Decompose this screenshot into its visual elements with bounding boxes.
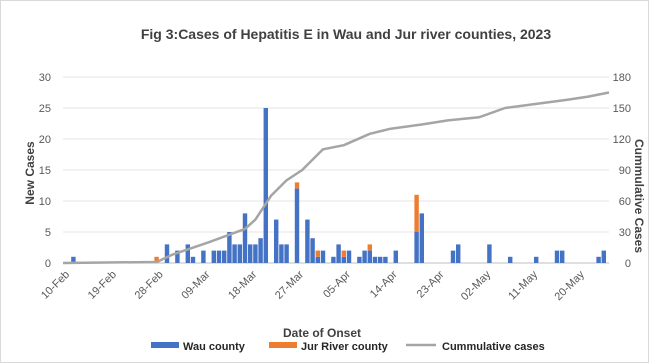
bar-wau — [190, 256, 196, 263]
y-tick-label: 0 — [45, 258, 51, 270]
bar-wau — [227, 232, 232, 263]
bar-wau — [273, 219, 279, 263]
x-axis-ticks: 10-Feb 19-Feb 28-Feb 09-Mar 18-Mar 27-Mar 05-A… — [39, 268, 587, 303]
bar-wau — [164, 244, 170, 263]
bar-jur — [315, 250, 321, 257]
bar-wau — [559, 250, 565, 263]
y-axis-ticks: 0 5 10 15 20 25 30 — [39, 72, 51, 270]
bar-wau — [71, 256, 76, 263]
y2-tick-label: 180 — [613, 72, 631, 84]
x-tick-label: 11-May — [506, 268, 540, 302]
cumulative-line — [62, 91, 610, 265]
y-axis-title: New Cases — [23, 141, 37, 205]
x-tick-label: 02-May — [459, 268, 494, 303]
bar-wau — [310, 238, 315, 263]
y2-axis-ticks: 0 30 60 90 120 150 180 — [613, 72, 631, 270]
bar-wau — [284, 244, 289, 263]
bar-wau — [367, 250, 373, 263]
bar-wau — [414, 232, 419, 263]
bar-wau — [362, 250, 367, 263]
x-tick-label: 14-Apr — [368, 268, 400, 300]
x-tick-label: 09-Mar — [179, 268, 212, 301]
bar-wau — [336, 244, 341, 263]
bar-wau — [377, 256, 383, 263]
x-tick-label: 19-Feb — [86, 269, 119, 302]
x-tick-label: 20-May — [552, 268, 587, 303]
bar-wau — [175, 250, 180, 263]
bar-wau — [601, 250, 607, 263]
bar-wau — [253, 244, 258, 263]
line-series — [62, 91, 610, 265]
y2-tick-label: 0 — [625, 258, 631, 270]
bar-wau — [393, 250, 399, 263]
bar-wau — [201, 250, 206, 263]
bar-jur — [414, 194, 419, 232]
bar-wau — [232, 244, 237, 263]
y2-axis-title: Cummulative Cases — [632, 139, 646, 253]
legend-swatch-wau — [151, 342, 179, 348]
bar-wau — [596, 256, 601, 263]
bar-wau — [211, 250, 217, 263]
x-tick-label: 10-Feb — [39, 269, 72, 302]
bar-wau — [185, 244, 191, 263]
bar-wau — [554, 250, 560, 263]
bar-wau — [383, 256, 388, 263]
bar-wau — [294, 188, 300, 263]
legend-label-cumulative: Cummulative cases — [442, 341, 545, 353]
x-axis-title: Date of Onset — [283, 326, 361, 340]
chart-title: Fig 3:Cases of Hepatitis E in Wau and Ju… — [141, 26, 551, 42]
bar-wau — [263, 108, 269, 263]
y-tick-label: 15 — [39, 165, 51, 177]
y-tick-label: 20 — [39, 134, 51, 146]
bar-jur — [367, 244, 373, 251]
bar-jur — [294, 182, 300, 189]
bar-wau — [315, 256, 321, 263]
y-tick-label: 30 — [39, 72, 51, 84]
y2-tick-label: 60 — [619, 196, 631, 208]
legend: Wau county Jur River county Cummulative … — [151, 341, 545, 353]
x-tick-label: 27-Mar — [273, 268, 306, 301]
bar-wau — [450, 250, 456, 263]
y-tick-label: 5 — [45, 227, 51, 239]
bar-wau — [331, 256, 336, 263]
y2-tick-label: 30 — [619, 227, 631, 239]
bar-wau — [487, 244, 492, 263]
x-tick-label: 28-Feb — [133, 269, 166, 302]
legend-swatch-jur — [269, 342, 297, 348]
bar-wau — [419, 213, 425, 263]
y2-tick-label: 90 — [619, 165, 631, 177]
x-tick-label: 23-Apr — [415, 268, 447, 300]
bar-wau — [320, 250, 326, 263]
gridlines — [63, 76, 609, 264]
bar-wau — [237, 244, 243, 263]
bar-wau — [305, 219, 310, 263]
bar-wau — [279, 244, 284, 263]
x-tick-label: 18-Mar — [226, 268, 259, 301]
x-tick-label: 05-Apr — [321, 268, 353, 300]
bar-wau — [216, 250, 222, 263]
bar-wau — [258, 238, 263, 263]
bar-wau — [346, 250, 352, 263]
bar-series — [71, 108, 607, 263]
y2-tick-label: 120 — [613, 134, 631, 146]
legend-label-wau: Wau county — [183, 341, 246, 353]
bar-wau — [533, 256, 539, 263]
bar-wau — [242, 213, 248, 263]
y-tick-label: 10 — [39, 196, 51, 208]
bar-wau — [247, 244, 253, 263]
bar-wau — [507, 256, 513, 263]
bar-wau — [372, 256, 378, 263]
bar-wau — [357, 256, 362, 263]
bar-wau — [455, 244, 461, 263]
y-tick-label: 25 — [39, 103, 51, 115]
bar-wau — [341, 256, 347, 263]
legend-label-jur: Jur River county — [301, 341, 389, 353]
bar-wau — [221, 250, 227, 263]
bar-jur — [341, 250, 347, 257]
bar-jur — [154, 256, 159, 263]
y2-tick-label: 150 — [613, 103, 631, 115]
